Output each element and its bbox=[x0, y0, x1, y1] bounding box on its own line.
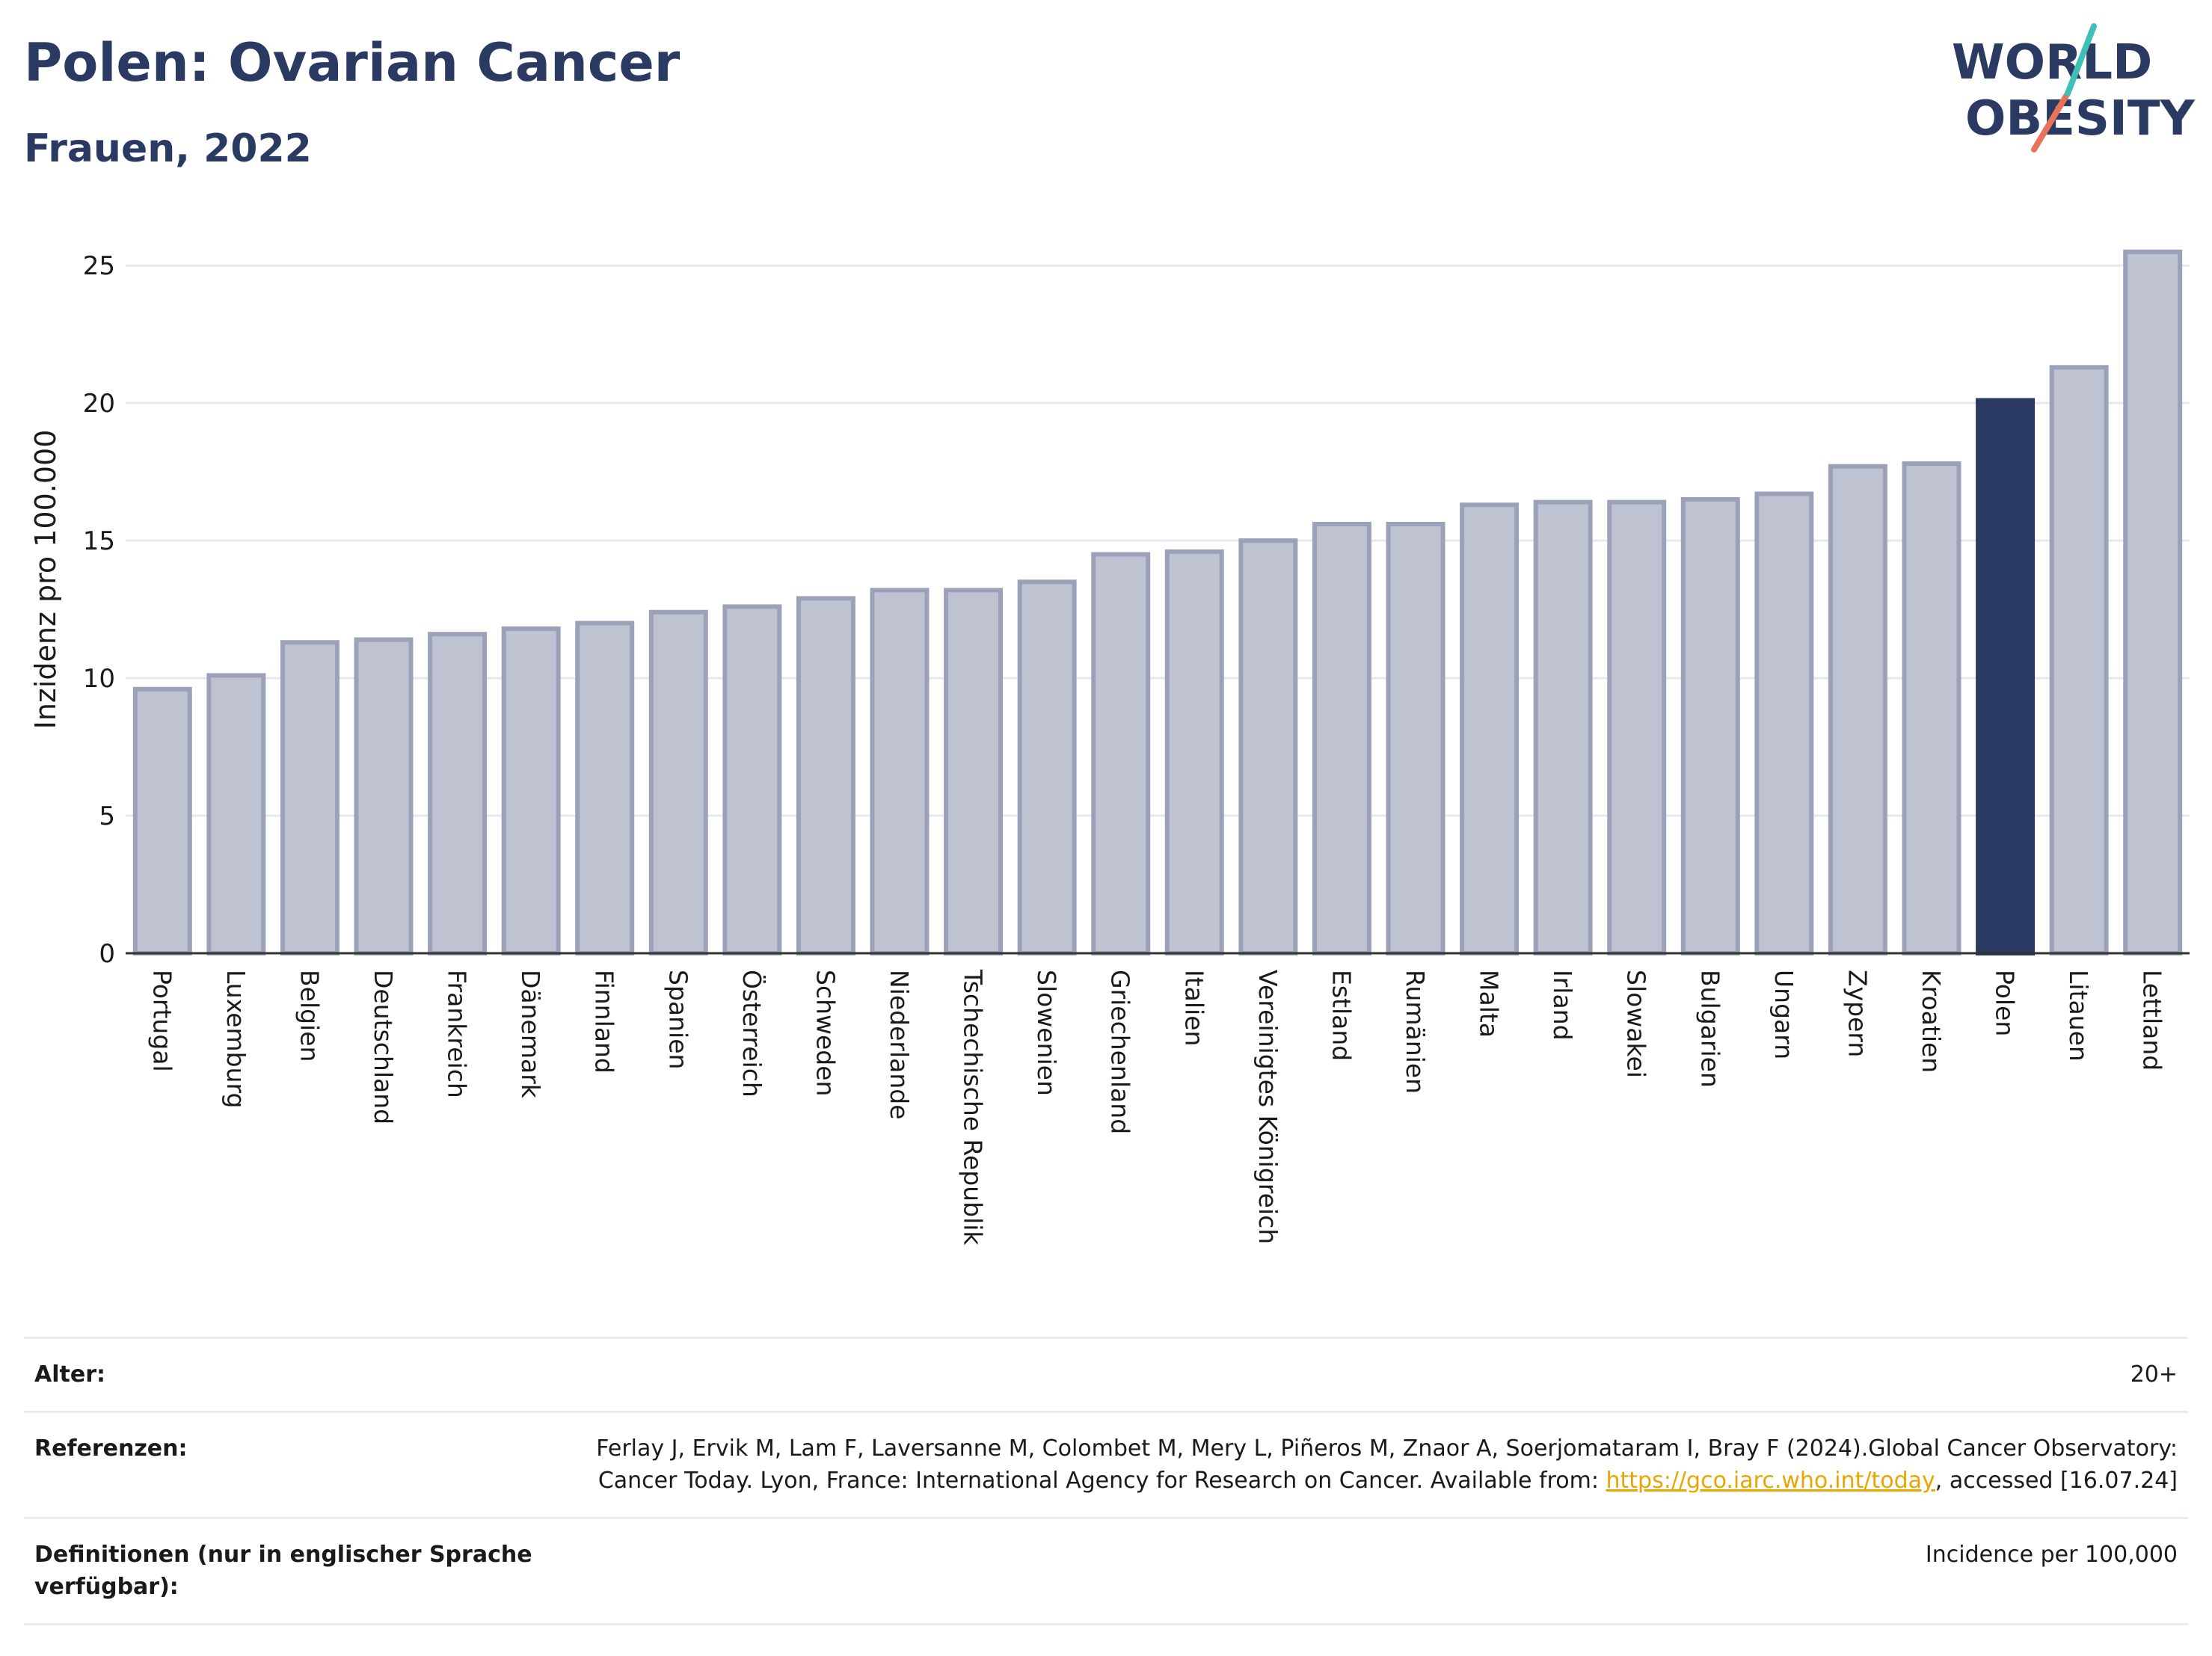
bar-finnland[interactable] bbox=[575, 621, 635, 955]
meta-value-age: 20+ bbox=[2130, 1361, 2178, 1388]
x-tick-label: Litauen bbox=[2064, 970, 2093, 1062]
y-tick-label: 20 bbox=[83, 389, 115, 419]
bar-deutschland[interactable] bbox=[354, 637, 414, 955]
bar-kroatien[interactable] bbox=[1902, 461, 1961, 955]
bar-litauen[interactable] bbox=[2049, 365, 2109, 955]
x-tick-label: Finnland bbox=[590, 970, 619, 1074]
bar-lettland[interactable] bbox=[2123, 249, 2183, 955]
svg-text:WORLD: WORLD bbox=[1952, 35, 2152, 90]
reference-link[interactable]: https://gco.iarc.who.int/today bbox=[1606, 1468, 1935, 1494]
y-tick-label: 5 bbox=[99, 801, 115, 831]
x-tick-label: Estland bbox=[1327, 970, 1356, 1061]
x-tick-label: Dänemark bbox=[516, 970, 545, 1099]
y-tick-label: 10 bbox=[83, 664, 115, 694]
bar-vereinigtes-königreich[interactable] bbox=[1238, 538, 1298, 955]
bar-griechenland[interactable] bbox=[1091, 552, 1151, 955]
x-tick-label: Irland bbox=[1548, 970, 1577, 1041]
bar-dänemark[interactable] bbox=[501, 626, 561, 955]
bar-slowenien[interactable] bbox=[1017, 579, 1077, 955]
meta-value-definitions: Incidence per 100,000 bbox=[1925, 1541, 2178, 1568]
bar-estland[interactable] bbox=[1312, 522, 1371, 955]
x-tick-label: Kroatien bbox=[1917, 970, 1946, 1073]
y-tick-label: 25 bbox=[83, 251, 115, 281]
chart-title: Polen: Ovarian Cancer bbox=[24, 32, 681, 93]
bar-malta[interactable] bbox=[1460, 502, 1520, 955]
bar-frankreich[interactable] bbox=[428, 632, 488, 955]
bars bbox=[132, 249, 2183, 956]
x-tick-label: Belgien bbox=[295, 970, 324, 1062]
bar-bulgarien[interactable] bbox=[1680, 496, 1740, 955]
meta-label-age: Alter: bbox=[34, 1361, 105, 1388]
bar-irland[interactable] bbox=[1533, 499, 1593, 955]
bar-chart: 0 5 10 15 20 25 Portugal Luxemburg Belgien Deutsc… bbox=[29, 249, 2190, 1246]
world-obesity-logo: WORLD OBESITY bbox=[1952, 23, 2195, 153]
bar-portugal[interactable] bbox=[132, 686, 192, 956]
meta-label-references: Referenzen: bbox=[34, 1435, 188, 1462]
bar-schweden[interactable] bbox=[796, 596, 855, 956]
x-tick-label: Österreich bbox=[737, 970, 767, 1098]
x-tick-label: Slowakei bbox=[1622, 970, 1651, 1078]
x-tick-label: Italien bbox=[1179, 970, 1208, 1046]
meta-value-references: Ferlay J, Ervik M, Lam F, Laversanne M, … bbox=[547, 1432, 2178, 1498]
x-tick-label: Zypern bbox=[1843, 970, 1872, 1057]
bar-österreich[interactable] bbox=[722, 604, 782, 955]
bar-tschechische-republik[interactable] bbox=[944, 588, 1004, 955]
bar-polen[interactable] bbox=[1976, 398, 2036, 955]
meta-row-age: Alter: 20+ bbox=[24, 1337, 2188, 1411]
bar-italien[interactable] bbox=[1164, 549, 1224, 955]
svg-text:OBESITY: OBESITY bbox=[1965, 91, 2195, 147]
x-tick-label: Slowenien bbox=[1032, 970, 1061, 1096]
x-tick-label: Griechenland bbox=[1106, 970, 1135, 1134]
bar-slowakei[interactable] bbox=[1607, 499, 1667, 955]
x-tick-label: Lettland bbox=[2138, 970, 2167, 1071]
bar-belgien[interactable] bbox=[280, 640, 340, 956]
x-tick-label: Bulgarien bbox=[1695, 970, 1724, 1088]
x-tick-label: Spanien bbox=[663, 970, 692, 1069]
x-tick-label: Ungarn bbox=[1769, 970, 1798, 1059]
y-tick-label: 15 bbox=[83, 526, 115, 556]
chart-subtitle: Frauen, 2022 bbox=[24, 126, 312, 171]
bar-ungarn[interactable] bbox=[1754, 491, 1814, 955]
bar-spanien[interactable] bbox=[648, 609, 708, 955]
metadata-table: Alter: 20+ Referenzen: Ferlay J, Ervik M… bbox=[24, 1337, 2188, 1625]
x-tick-label: Vereinigtes Königreich bbox=[1253, 970, 1282, 1244]
bar-zypern[interactable] bbox=[1828, 464, 1887, 955]
y-axis-label: Inzidenz pro 100.000 bbox=[29, 430, 62, 730]
x-tick-label: Polen bbox=[1991, 970, 2020, 1036]
meta-row-definitions: Definitionen (nur in englischer Sprache … bbox=[24, 1516, 2188, 1625]
x-tick-label: Portugal bbox=[147, 970, 176, 1072]
bar-luxemburg[interactable] bbox=[206, 673, 266, 955]
x-tick-label: Deutschland bbox=[369, 970, 398, 1124]
x-tick-label: Luxemburg bbox=[221, 970, 251, 1108]
meta-label-definitions: Definitionen (nur in englischer Sprache … bbox=[34, 1541, 532, 1601]
y-tick-label: 0 bbox=[99, 939, 115, 969]
bar-niederlande[interactable] bbox=[870, 588, 930, 955]
x-tick-label: Frankreich bbox=[443, 970, 472, 1098]
bar-rumänien[interactable] bbox=[1386, 522, 1446, 955]
x-tick-label: Malta bbox=[1475, 970, 1504, 1038]
x-tick-label: Rumänien bbox=[1401, 970, 1430, 1094]
reference-accessed: , accessed [16.07.24] bbox=[1935, 1468, 2178, 1494]
reference-text: Ferlay J, Ervik M, Lam F, Laversanne M, … bbox=[596, 1435, 2178, 1495]
x-tick-label: Niederlande bbox=[885, 970, 914, 1120]
x-tick-label: Schweden bbox=[811, 970, 840, 1096]
meta-row-references: Referenzen: Ferlay J, Ervik M, Lam F, La… bbox=[24, 1410, 2188, 1517]
axes: 0 5 10 15 20 25 Portugal Luxemburg Belgien Deutsc… bbox=[83, 251, 2190, 1246]
x-tick-label: Tschechische Republik bbox=[959, 969, 988, 1246]
